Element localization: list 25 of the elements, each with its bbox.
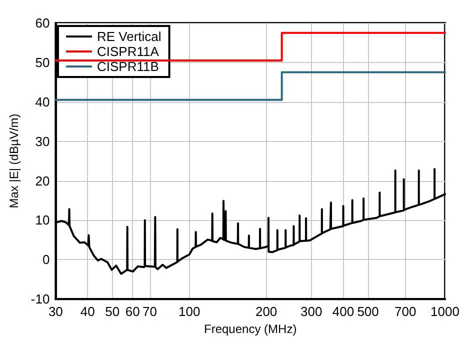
legend-label: CISPR11A — [97, 44, 160, 59]
x-tick-label: 700 — [394, 304, 416, 320]
x-tick-label: 50 — [105, 304, 120, 320]
x-tick-label: 60 — [125, 304, 140, 320]
x-tick-label: 1000 — [430, 304, 460, 320]
x-tick-label: 500 — [357, 304, 379, 320]
x-tick-label: 40 — [80, 304, 95, 320]
y-tick-label: 10 — [35, 212, 50, 228]
x-tick-label: 100 — [178, 304, 200, 320]
y-tick-label: 50 — [35, 54, 50, 70]
x-tick-label: 300 — [300, 304, 322, 320]
x-tick-label: 70 — [142, 304, 157, 320]
x-tick-label: 400 — [332, 304, 354, 320]
y-tick-label: -10 — [30, 292, 50, 307]
y-tick-label: 0 — [42, 252, 50, 268]
y-axis-title: Max |E| (dBµV/m) — [7, 114, 21, 208]
legend-label: RE Vertical — [97, 29, 162, 44]
y-tick-label: 20 — [35, 173, 50, 188]
y-tick-label: 60 — [35, 16, 50, 30]
x-tick-label: 200 — [255, 304, 278, 320]
legend-label: CISPR11B — [97, 59, 159, 74]
x-tick-label: 30 — [48, 304, 63, 320]
y-tick-label: 30 — [35, 134, 50, 149]
y-tick-label: 40 — [35, 94, 50, 110]
x-axis-title: Frequency (MHz) — [204, 322, 297, 336]
